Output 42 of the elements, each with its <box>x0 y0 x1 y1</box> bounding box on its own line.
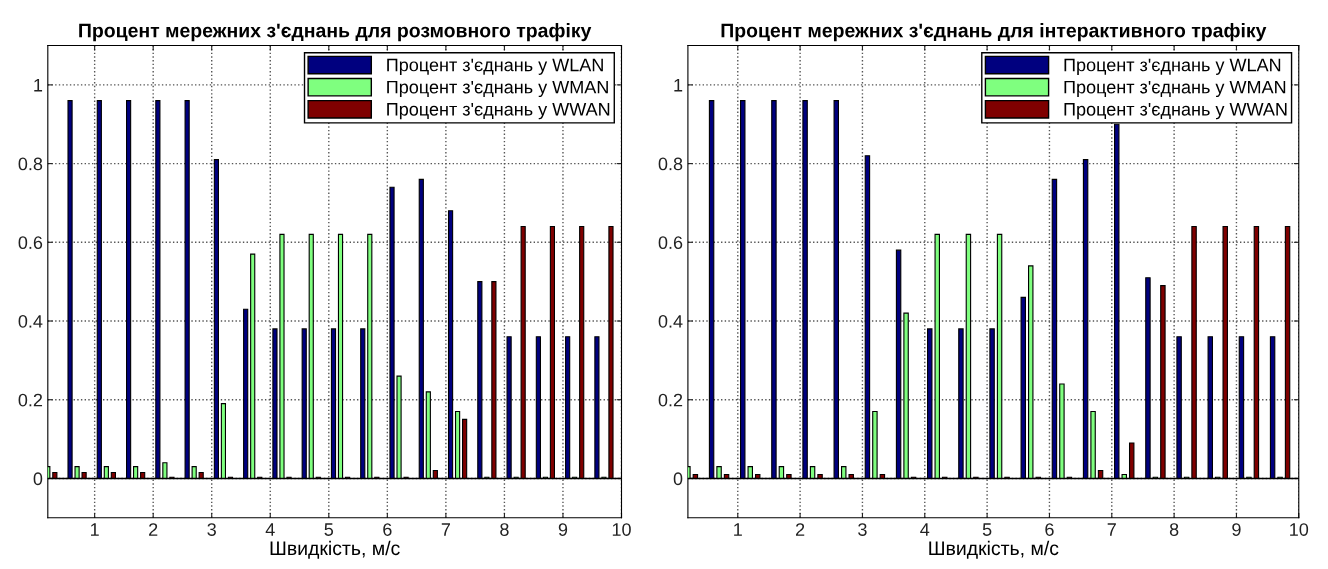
x-tick-label: 10 <box>612 523 631 536</box>
legend-label: Процент з'єднань у WMAN <box>1064 80 1286 98</box>
y-tick-label: 1 <box>674 79 683 92</box>
x-tick-label: 6 <box>1045 523 1054 536</box>
y-tick-label: 0.2 <box>658 393 683 407</box>
legend-label: Процент з'єднань у WWAN <box>387 103 610 120</box>
x-tick-label: 9 <box>1232 523 1241 536</box>
x-tick-label: 8 <box>500 523 509 536</box>
x-tick-label: 4 <box>265 523 275 536</box>
x-axis-title: Швидкість, м/с <box>270 540 400 559</box>
y-tick-label: 0.6 <box>658 236 683 250</box>
legend-label: Процент з'єднань у WLAN <box>1064 58 1281 75</box>
y-tick-label: 0.8 <box>658 157 683 171</box>
x-tick-label: 7 <box>441 523 450 536</box>
legend-label: Процент з'єднань у WWAN <box>1064 103 1287 120</box>
y-tick-label: 0.6 <box>18 236 43 250</box>
chart-title: Процент мережних з'єднань для розмовного трафіку <box>79 23 592 42</box>
y-tick-label: 0.4 <box>18 314 43 328</box>
x-axis-title: Швидкість, м/с <box>929 540 1059 559</box>
x-tick-label: 10 <box>1290 523 1309 536</box>
chart-title: Процент мережних з'єднань для інтерактивного трафіку <box>721 23 1267 42</box>
x-tick-label: 5 <box>324 523 334 536</box>
y-tick-label: 0 <box>673 472 683 486</box>
x-tick-label: 9 <box>558 523 568 536</box>
x-tick-label: 5 <box>982 523 992 536</box>
legend-label: Процент з'єднань у WMAN <box>387 80 608 98</box>
x-tick-label: 1 <box>734 523 742 536</box>
x-tick-label: 3 <box>207 523 216 536</box>
x-tick-label: 2 <box>149 523 158 536</box>
x-tick-label: 8 <box>1169 523 1179 536</box>
x-tick-label: 6 <box>383 523 392 536</box>
x-tick-label: 3 <box>858 523 867 536</box>
x-tick-label: 2 <box>795 523 805 536</box>
y-tick-label: 0.4 <box>658 314 683 328</box>
x-tick-label: 4 <box>920 523 930 536</box>
y-tick-label: 0.2 <box>18 393 43 407</box>
y-tick-label: 1 <box>34 79 43 92</box>
y-tick-label: 0 <box>33 472 43 486</box>
x-tick-label: 7 <box>1107 523 1116 536</box>
legend-label: Процент з'єднань у WLAN <box>387 58 603 75</box>
y-tick-label: 0.8 <box>18 157 43 171</box>
x-tick-label: 1 <box>91 523 99 536</box>
